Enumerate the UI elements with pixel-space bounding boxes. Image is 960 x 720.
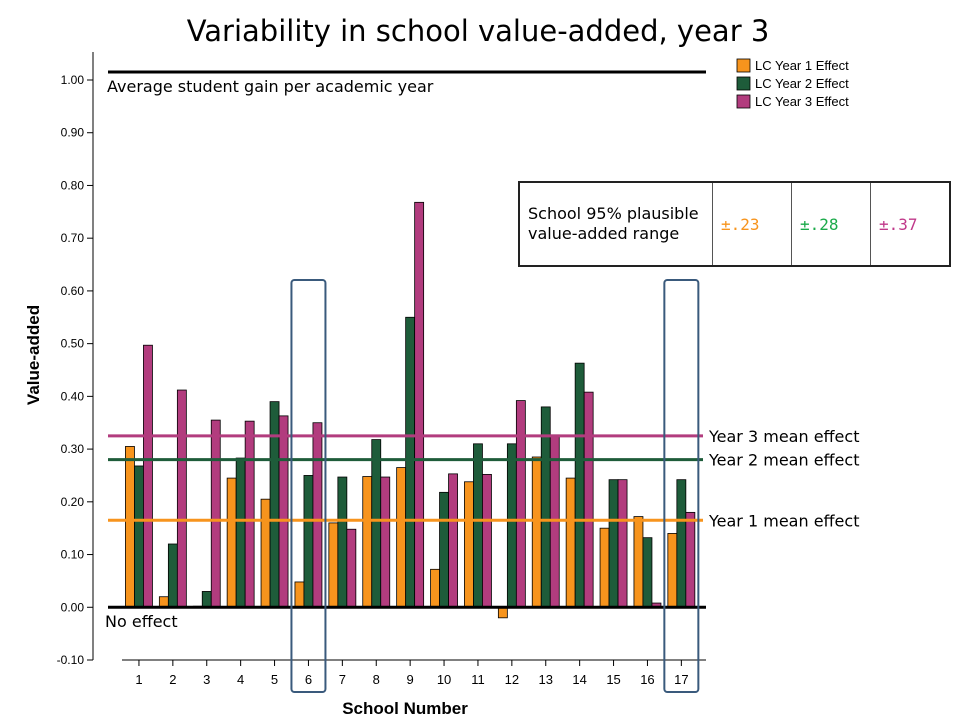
bar xyxy=(642,537,653,608)
bar xyxy=(328,522,339,608)
bar xyxy=(210,419,221,608)
mean-effect-label: Year 2 mean effect xyxy=(708,451,859,470)
range-table-label: School 95% plausible value-added range xyxy=(518,181,713,267)
legend-label: LC Year 3 Effect xyxy=(755,94,849,109)
bar xyxy=(303,475,314,608)
bar xyxy=(362,476,373,608)
y-tick-label: 1.00 xyxy=(61,73,85,87)
x-tick-label: 9 xyxy=(407,672,414,687)
y-tick-label: 0.20 xyxy=(61,495,85,509)
y-tick-label: 0.00 xyxy=(61,600,85,614)
range-year2-value: ±.28 xyxy=(791,181,871,267)
x-tick-label: 6 xyxy=(305,672,312,687)
x-tick-label: 5 xyxy=(271,672,278,687)
x-tick-label: 11 xyxy=(471,672,485,687)
average-gain-label: Average student gain per academic year xyxy=(107,77,434,96)
bar xyxy=(201,591,212,608)
x-tick-label: 2 xyxy=(169,672,176,687)
highlight-box xyxy=(290,279,327,693)
y-tick-label: 0.10 xyxy=(61,548,85,562)
legend-label: LC Year 2 Effect xyxy=(755,76,849,91)
x-tick-label: 8 xyxy=(373,672,380,687)
y-tick-label: 0.40 xyxy=(61,389,85,403)
bar xyxy=(506,443,517,608)
legend-swatch xyxy=(736,58,751,73)
bar xyxy=(143,344,153,608)
bar xyxy=(583,391,594,608)
highlight-box xyxy=(663,279,700,693)
y-axis-title: Value-added xyxy=(24,305,43,405)
range-year3-value: ±.37 xyxy=(870,181,951,267)
bar xyxy=(176,389,187,608)
y-tick-label: 0.90 xyxy=(61,126,85,140)
bar xyxy=(497,606,508,619)
bar xyxy=(346,528,357,608)
legend-swatch xyxy=(736,76,751,91)
bar xyxy=(244,420,255,608)
x-tick-label: 3 xyxy=(203,672,210,687)
legend-label: LC Year 1 Effect xyxy=(755,58,849,73)
bar xyxy=(464,481,474,608)
bar xyxy=(574,362,585,608)
bar xyxy=(667,533,678,608)
bar xyxy=(405,316,416,608)
bar xyxy=(167,543,178,608)
x-tick-label: 12 xyxy=(505,672,519,687)
bar xyxy=(676,479,687,608)
bar xyxy=(134,465,144,608)
bar xyxy=(515,400,526,608)
bar xyxy=(235,457,246,608)
mean-effect-label: Year 3 mean effect xyxy=(708,427,859,446)
chart-title: Variability in school value-added, year … xyxy=(187,14,770,48)
x-tick-label: 7 xyxy=(339,672,346,687)
bar xyxy=(531,456,542,608)
bar xyxy=(599,527,610,608)
x-tick-label: 17 xyxy=(674,672,688,687)
x-tick-label: 4 xyxy=(237,672,244,687)
no-effect-label: No effect xyxy=(105,612,178,631)
bar xyxy=(294,581,305,608)
y-tick-label: 0.60 xyxy=(61,284,85,298)
y-tick-label: 0.50 xyxy=(61,337,85,351)
x-tick-label: 13 xyxy=(539,672,553,687)
x-axis-title: School Number xyxy=(342,699,468,718)
bar xyxy=(396,467,407,608)
bar xyxy=(439,491,449,608)
bar xyxy=(414,201,425,608)
bar xyxy=(482,473,492,608)
bar xyxy=(685,511,696,608)
bar xyxy=(125,446,135,608)
y-tick-label: 0.80 xyxy=(61,178,85,192)
bar xyxy=(380,476,391,608)
mean-effect-label: Year 1 mean effect xyxy=(708,511,859,530)
x-tick-label: 10 xyxy=(437,672,451,687)
x-tick-label: 1 xyxy=(135,672,142,687)
bar xyxy=(565,477,576,608)
y-tick-label: 0.70 xyxy=(61,231,85,245)
bar xyxy=(608,479,619,608)
bar xyxy=(226,477,237,608)
bar xyxy=(337,476,348,608)
range-year1-value: ±.23 xyxy=(712,181,792,267)
bar xyxy=(260,498,271,608)
y-tick-label: -0.10 xyxy=(57,653,85,667)
bar xyxy=(448,473,458,608)
bar xyxy=(430,568,440,608)
bar xyxy=(158,596,169,608)
range-table: School 95% plausible value-added range ±… xyxy=(518,181,951,267)
bar xyxy=(617,479,628,608)
bar xyxy=(269,401,280,608)
bar xyxy=(278,415,289,608)
x-tick-label: 14 xyxy=(572,672,586,687)
legend-swatch xyxy=(736,94,751,109)
x-tick-label: 16 xyxy=(640,672,654,687)
bar xyxy=(473,443,483,608)
x-tick-label: 15 xyxy=(606,672,620,687)
bar xyxy=(633,516,644,608)
y-tick-label: 0.30 xyxy=(61,442,85,456)
bar xyxy=(371,439,382,608)
bar xyxy=(312,422,323,608)
